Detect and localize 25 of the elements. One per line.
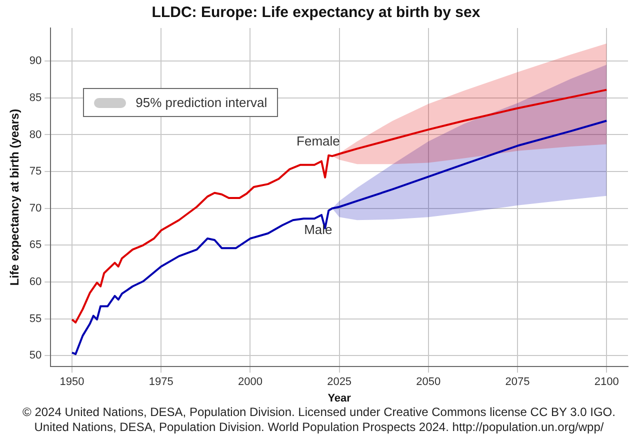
chart-title: LLDC: Europe: Life expectancy at birth by sex xyxy=(152,4,481,22)
x-tick-label: 2075 xyxy=(505,376,530,388)
y-tick-label: 60 xyxy=(29,276,42,288)
y-tick-label: 90 xyxy=(29,55,42,68)
y-tick-label: 50 xyxy=(29,350,42,362)
x-tick-label: 2025 xyxy=(327,376,352,388)
series-label: Female xyxy=(296,134,340,149)
y-tick-label: 55 xyxy=(29,312,42,325)
y-axis-title: Life expectancy at birth (years) xyxy=(8,108,22,286)
y-tick-label: 80 xyxy=(29,128,42,141)
y-tick-label: 70 xyxy=(29,202,42,214)
y-tick-label: 75 xyxy=(29,166,42,178)
x-tick-label: 1975 xyxy=(148,376,174,388)
y-tick-label: 85 xyxy=(29,92,42,104)
series-label: Male xyxy=(304,222,332,237)
x-tick-label: 1950 xyxy=(60,376,84,388)
legend-title: 95% prediction interval xyxy=(136,95,268,110)
x-tick-label: 2100 xyxy=(594,376,619,388)
x-axis-title: Year xyxy=(328,392,352,404)
text: United Nations, DESA, Population Division. World Population Prospects 2024. http://population.un.org/wpp/ xyxy=(33,420,605,435)
x-tick-label: 2000 xyxy=(238,376,262,388)
x-tick-label: 2050 xyxy=(416,376,441,388)
legend-box: 95% prediction interval xyxy=(82,88,278,117)
text: © 2024 United Nations, DESA, Population Division. Licensed under Creative Commons license CC BY 3.0 IGO. xyxy=(22,405,616,420)
y-tick-label: 65 xyxy=(29,239,42,252)
